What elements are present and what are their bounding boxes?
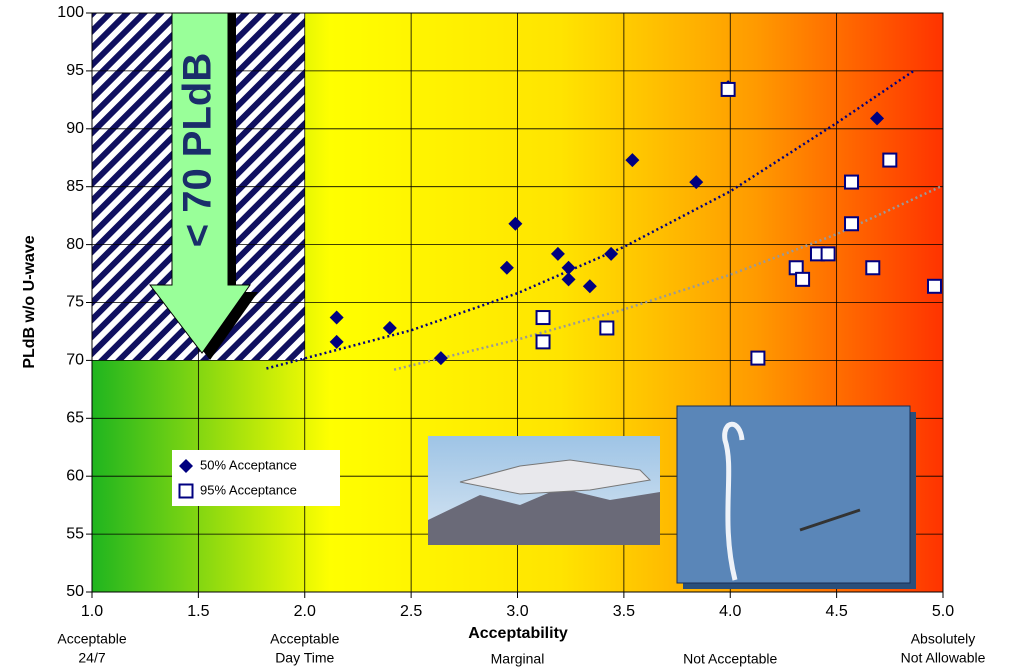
- x-tick-label: 3.0: [506, 603, 528, 620]
- x-axis-title: Acceptability: [468, 625, 568, 642]
- x-tick-label: 1.5: [187, 603, 209, 620]
- scale-label: Not Allowable: [901, 650, 986, 666]
- scale-label: Day Time: [275, 650, 334, 666]
- y-tick-label: 80: [66, 236, 84, 253]
- x-tick-label: 4.5: [826, 603, 848, 620]
- square-marker: [537, 335, 550, 348]
- y-tick-label: 50: [66, 583, 84, 600]
- square-marker: [928, 280, 941, 293]
- square-marker: [537, 311, 550, 324]
- legend-label: 50% Acceptance: [200, 457, 297, 472]
- x-tick-label: 2.5: [400, 603, 422, 620]
- square-marker: [180, 485, 193, 498]
- scale-label: Absolutely: [911, 631, 976, 647]
- scale-label: Acceptable: [270, 631, 339, 647]
- square-marker: [600, 321, 613, 334]
- y-tick-label: 90: [66, 120, 84, 137]
- legend: 50% Acceptance 95% Acceptance: [172, 450, 340, 506]
- legend-label: 95% Acceptance: [200, 482, 297, 497]
- scale-label: Acceptable: [57, 631, 126, 647]
- square-marker: [883, 154, 896, 167]
- scale-label: 24/7: [78, 650, 105, 666]
- chart: < 70 PLdB 50% Acceptance 95% Acceptance 5…: [0, 0, 1010, 672]
- y-tick-label: 100: [57, 4, 84, 21]
- square-marker: [845, 217, 858, 230]
- y-tick-label: 65: [66, 410, 84, 427]
- photo-glider: [677, 406, 910, 583]
- annotation: < 70 PLdB: [176, 53, 220, 248]
- y-tick-label: 70: [66, 352, 84, 369]
- y-axis-title: PLdB w/o U-wave: [21, 235, 38, 368]
- y-tick-label: 75: [66, 294, 84, 311]
- square-marker: [796, 273, 809, 286]
- y-tick-label: 85: [66, 178, 84, 195]
- scale-label: Marginal: [491, 651, 545, 667]
- y-tick-label: 55: [66, 525, 84, 542]
- x-tick-label: 3.5: [613, 603, 635, 620]
- x-tick-label: 1.0: [81, 603, 103, 620]
- x-tick-label: 2.0: [294, 603, 316, 620]
- scale-label: Not Acceptable: [683, 651, 777, 667]
- square-marker: [822, 247, 835, 260]
- square-marker: [866, 261, 879, 274]
- y-tick-label: 60: [66, 467, 84, 484]
- square-marker: [751, 352, 764, 365]
- x-tick-label: 5.0: [932, 603, 954, 620]
- y-tick-label: 95: [66, 62, 84, 79]
- square-marker: [845, 176, 858, 189]
- square-marker: [722, 83, 735, 96]
- x-tick-label: 4.0: [719, 603, 741, 620]
